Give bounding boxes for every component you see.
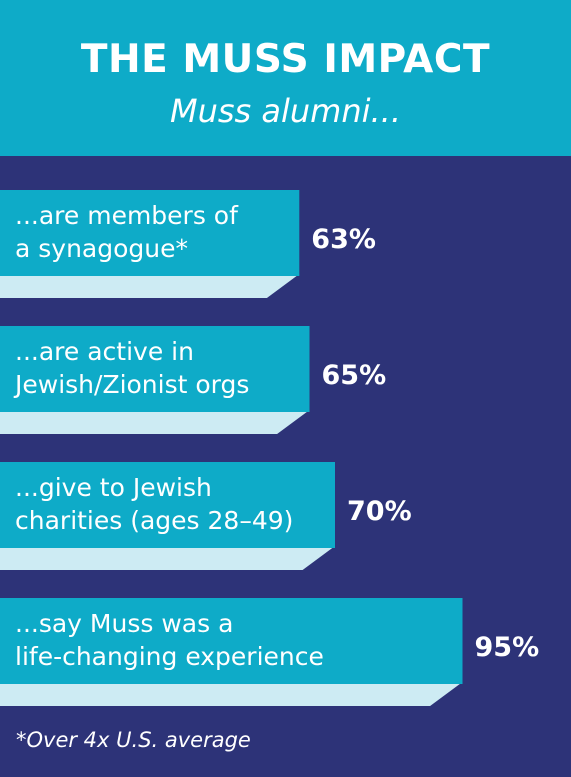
bar-shadow [0,546,335,570]
bar-label: ...give to Jewish [15,473,212,502]
bar-shadow [0,410,310,434]
bar-value-label: 65% [322,360,387,391]
bar-label: ...are active in [15,337,194,366]
page-title: THE MUSS IMPACT [80,37,491,82]
bar [0,326,310,412]
bar-value-label: 95% [475,632,540,663]
bar-value-label: 70% [347,496,412,527]
bar [0,598,463,684]
page-subtitle: Muss alumni... [169,92,402,130]
footnote: *Over 4x U.S. average [16,728,251,752]
bar-label: ...say Muss was a [15,609,233,638]
bar-label: Jewish/Zionist orgs [13,370,249,399]
bar-row: ...say Muss was a life-changing experienc… [0,598,539,706]
bar-row: ...are active in Jewish/Zionist orgs 65% [0,326,386,434]
header-banner: THE MUSS IMPACT Muss alumni... [0,0,571,156]
bar [0,462,335,548]
bar-label: charities (ages 28–49) [15,506,293,535]
bar-row: ...are members of a synagogue* 63% [0,190,376,298]
bar-label: life-changing experience [15,642,324,671]
bar-value-label: 63% [311,224,376,255]
bar-row: ...give to Jewish charities (ages 28–49) 7… [0,462,412,570]
bar [0,190,300,276]
bar-label: a synagogue* [15,234,188,263]
bar-shadow [0,682,463,706]
bar-shadow [0,274,300,298]
bar-label: ...are members of [15,201,239,230]
